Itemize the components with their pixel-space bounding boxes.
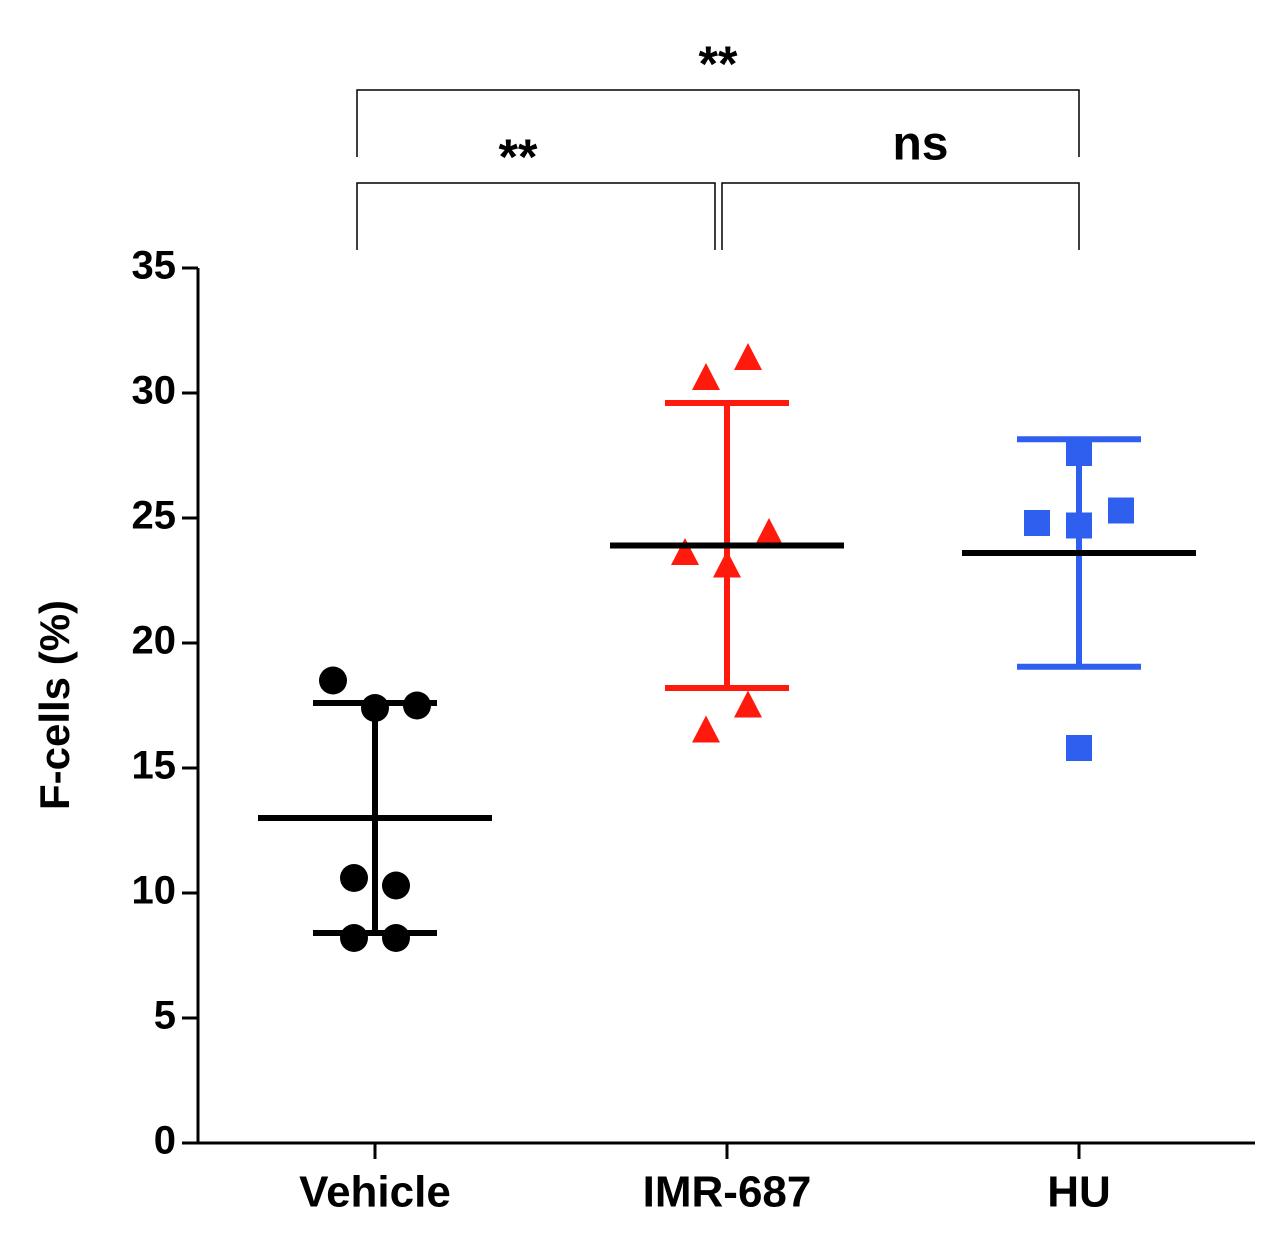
data-point [1108, 497, 1134, 524]
y-tick-label: 5 [154, 994, 176, 1038]
y-tick-label: 0 [154, 1119, 176, 1163]
data-point [692, 715, 720, 743]
significance-bracket [356, 89, 1080, 157]
data-point [734, 343, 762, 370]
data-point [382, 871, 410, 900]
data-point [319, 666, 347, 695]
x-tick-label: Vehicle [299, 1168, 451, 1217]
data-point [382, 924, 410, 952]
y-tick-label: 15 [132, 744, 177, 788]
x-tick-label: HU [1047, 1168, 1111, 1217]
significance-bracket [356, 182, 716, 250]
data-point [755, 518, 783, 545]
y-tick-label: 20 [132, 619, 177, 663]
x-tick-label: IMR-687 [643, 1168, 812, 1217]
data-point [340, 864, 368, 892]
data-point [734, 690, 762, 718]
data-point [1066, 735, 1092, 761]
y-tick-label: 10 [132, 869, 177, 913]
y-tick-label: 30 [132, 369, 177, 413]
data-point [1024, 510, 1050, 536]
y-tick-label: 25 [132, 494, 177, 538]
data-point [340, 924, 368, 952]
significance-bracket [721, 182, 1080, 250]
significance-label: ** [699, 36, 738, 92]
significance-label: ** [499, 129, 538, 185]
significance-label: ns [892, 118, 948, 171]
data-point [692, 363, 720, 390]
y-tick-label: 35 [132, 244, 177, 288]
y-axis-label: F-cells (%) [31, 600, 78, 810]
data-point [671, 538, 699, 565]
